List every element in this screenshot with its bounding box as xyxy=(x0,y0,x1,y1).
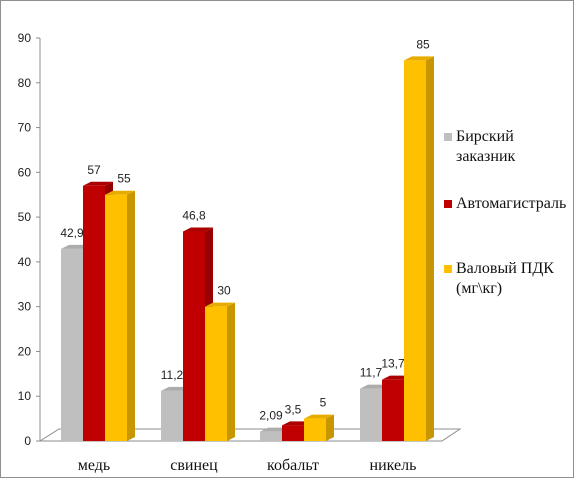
category-label: свинец xyxy=(170,457,218,474)
legend-item: Автомагистраль xyxy=(444,194,572,214)
bar-front xyxy=(83,185,105,441)
legend-swatch xyxy=(444,265,452,273)
legend-swatch xyxy=(444,200,452,208)
bar-side xyxy=(326,414,334,441)
legend-item: Валовый ПДК (мг\кг) xyxy=(444,259,572,299)
bar-top xyxy=(304,414,334,419)
y-tick-label: 80 xyxy=(18,76,32,90)
category-label: медь xyxy=(78,457,110,474)
bar-front xyxy=(360,388,382,441)
y-tick-label: 40 xyxy=(18,255,32,269)
bar-top xyxy=(105,190,135,195)
data-label: 11,2 xyxy=(161,368,184,382)
data-label: 85 xyxy=(416,37,430,51)
bar-front xyxy=(282,425,304,441)
bar-front xyxy=(183,231,205,441)
y-tick-label: 30 xyxy=(18,300,32,314)
y-tick-label: 50 xyxy=(18,210,32,224)
data-label: 2,09 xyxy=(259,409,283,423)
category-label: никель xyxy=(370,457,417,474)
bar-top xyxy=(404,56,434,61)
bar-front xyxy=(404,60,426,442)
bar-side xyxy=(426,56,434,442)
bar-front xyxy=(205,306,227,441)
bar-front xyxy=(382,379,404,441)
legend-swatch xyxy=(444,133,452,141)
y-tick-label: 90 xyxy=(18,31,32,45)
legend-label: Автомагистраль xyxy=(456,195,567,212)
bar-top xyxy=(205,302,235,307)
data-label: 55 xyxy=(117,172,131,186)
category-label: кобальт xyxy=(267,457,319,474)
data-label: 11,7 xyxy=(360,366,383,380)
data-label: 30 xyxy=(217,284,231,298)
data-label: 42,9 xyxy=(60,226,84,240)
bar-front xyxy=(105,194,127,441)
bar-side xyxy=(127,190,135,441)
y-tick-label: 0 xyxy=(24,434,31,448)
bar-front xyxy=(304,418,326,441)
bar-front xyxy=(260,431,282,441)
bar-top xyxy=(83,181,113,186)
data-label: 3,5 xyxy=(285,402,302,416)
legend-label: Бирский заказник xyxy=(456,128,516,165)
bar-front xyxy=(61,248,83,441)
bar-side xyxy=(227,302,235,441)
y-tick-label: 60 xyxy=(18,165,32,179)
data-label: 13,7 xyxy=(381,357,405,371)
data-label: 57 xyxy=(87,163,101,177)
bar-top xyxy=(183,227,213,232)
y-tick-label: 10 xyxy=(18,389,32,403)
legend-item: Бирский заказник xyxy=(444,127,572,167)
y-tick-label: 20 xyxy=(18,344,32,358)
data-label: 5 xyxy=(320,396,327,410)
y-tick-label: 70 xyxy=(18,121,32,135)
bar-front xyxy=(161,390,183,441)
data-label: 46,8 xyxy=(182,208,206,222)
legend-label: Валовый ПДК (мг\кг) xyxy=(456,260,554,297)
